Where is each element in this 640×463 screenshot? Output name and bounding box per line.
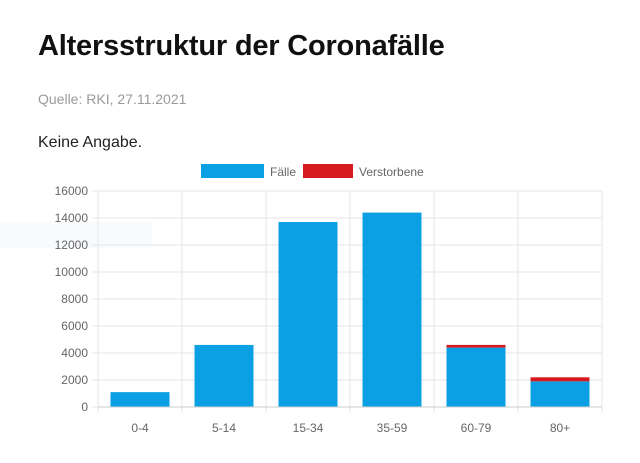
x-tick-label: 0-4: [131, 421, 149, 435]
chart-note: Keine Angabe.: [38, 134, 143, 151]
bar-faelle-5-14[interactable]: [194, 344, 254, 407]
y-tick-label: 4000: [61, 346, 88, 360]
y-tick-label: 2000: [61, 373, 88, 387]
y-tick-label: 6000: [61, 319, 88, 333]
legend-label: Fälle: [270, 165, 296, 179]
x-tick-label: 35-59: [377, 421, 408, 435]
y-tick-label: 0: [81, 400, 88, 414]
x-tick-label: 5-14: [212, 421, 236, 435]
bar-faelle-60-79[interactable]: [446, 347, 506, 407]
chart-axes: 0 2000 4000 6000 8000 10000 12000 14000 16000 0-4…: [55, 184, 602, 435]
legend-item-faelle[interactable]: Fälle: [201, 164, 296, 179]
legend-swatch: [201, 164, 264, 178]
chart-legend[interactable]: Fälle Verstorbene: [201, 164, 424, 179]
legend-label: Verstorbene: [359, 165, 424, 179]
faded-overlay: [0, 222, 152, 248]
bar-faelle-80+[interactable]: [530, 381, 590, 407]
y-tick-label: 10000: [55, 265, 89, 279]
y-tick-label: 16000: [55, 184, 89, 198]
y-tick-label: 14000: [55, 211, 89, 225]
page-title: Altersstruktur der Coronafälle: [38, 30, 445, 62]
source-caption: Quelle: RKI, 27.11.2021: [38, 91, 187, 107]
bar-verstorbene-60-79[interactable]: [446, 344, 506, 348]
x-tick-label: 60-79: [461, 421, 492, 435]
legend-item-verstorbene[interactable]: Verstorbene: [303, 164, 424, 179]
y-tick-label: 8000: [61, 292, 88, 306]
bar-faelle-35-59[interactable]: [362, 212, 422, 407]
x-tick-label: 15-34: [293, 421, 324, 435]
legend-swatch: [303, 164, 353, 178]
bar-faelle-0-4[interactable]: [110, 392, 170, 407]
y-tick-label: 12000: [55, 238, 89, 252]
chart-grid: [97, 190, 603, 413]
bar-verstorbene-80+[interactable]: [530, 377, 590, 382]
chart-bars: [110, 212, 590, 407]
bar-faelle-15-34[interactable]: [278, 222, 338, 407]
x-tick-label: 80+: [550, 421, 570, 435]
